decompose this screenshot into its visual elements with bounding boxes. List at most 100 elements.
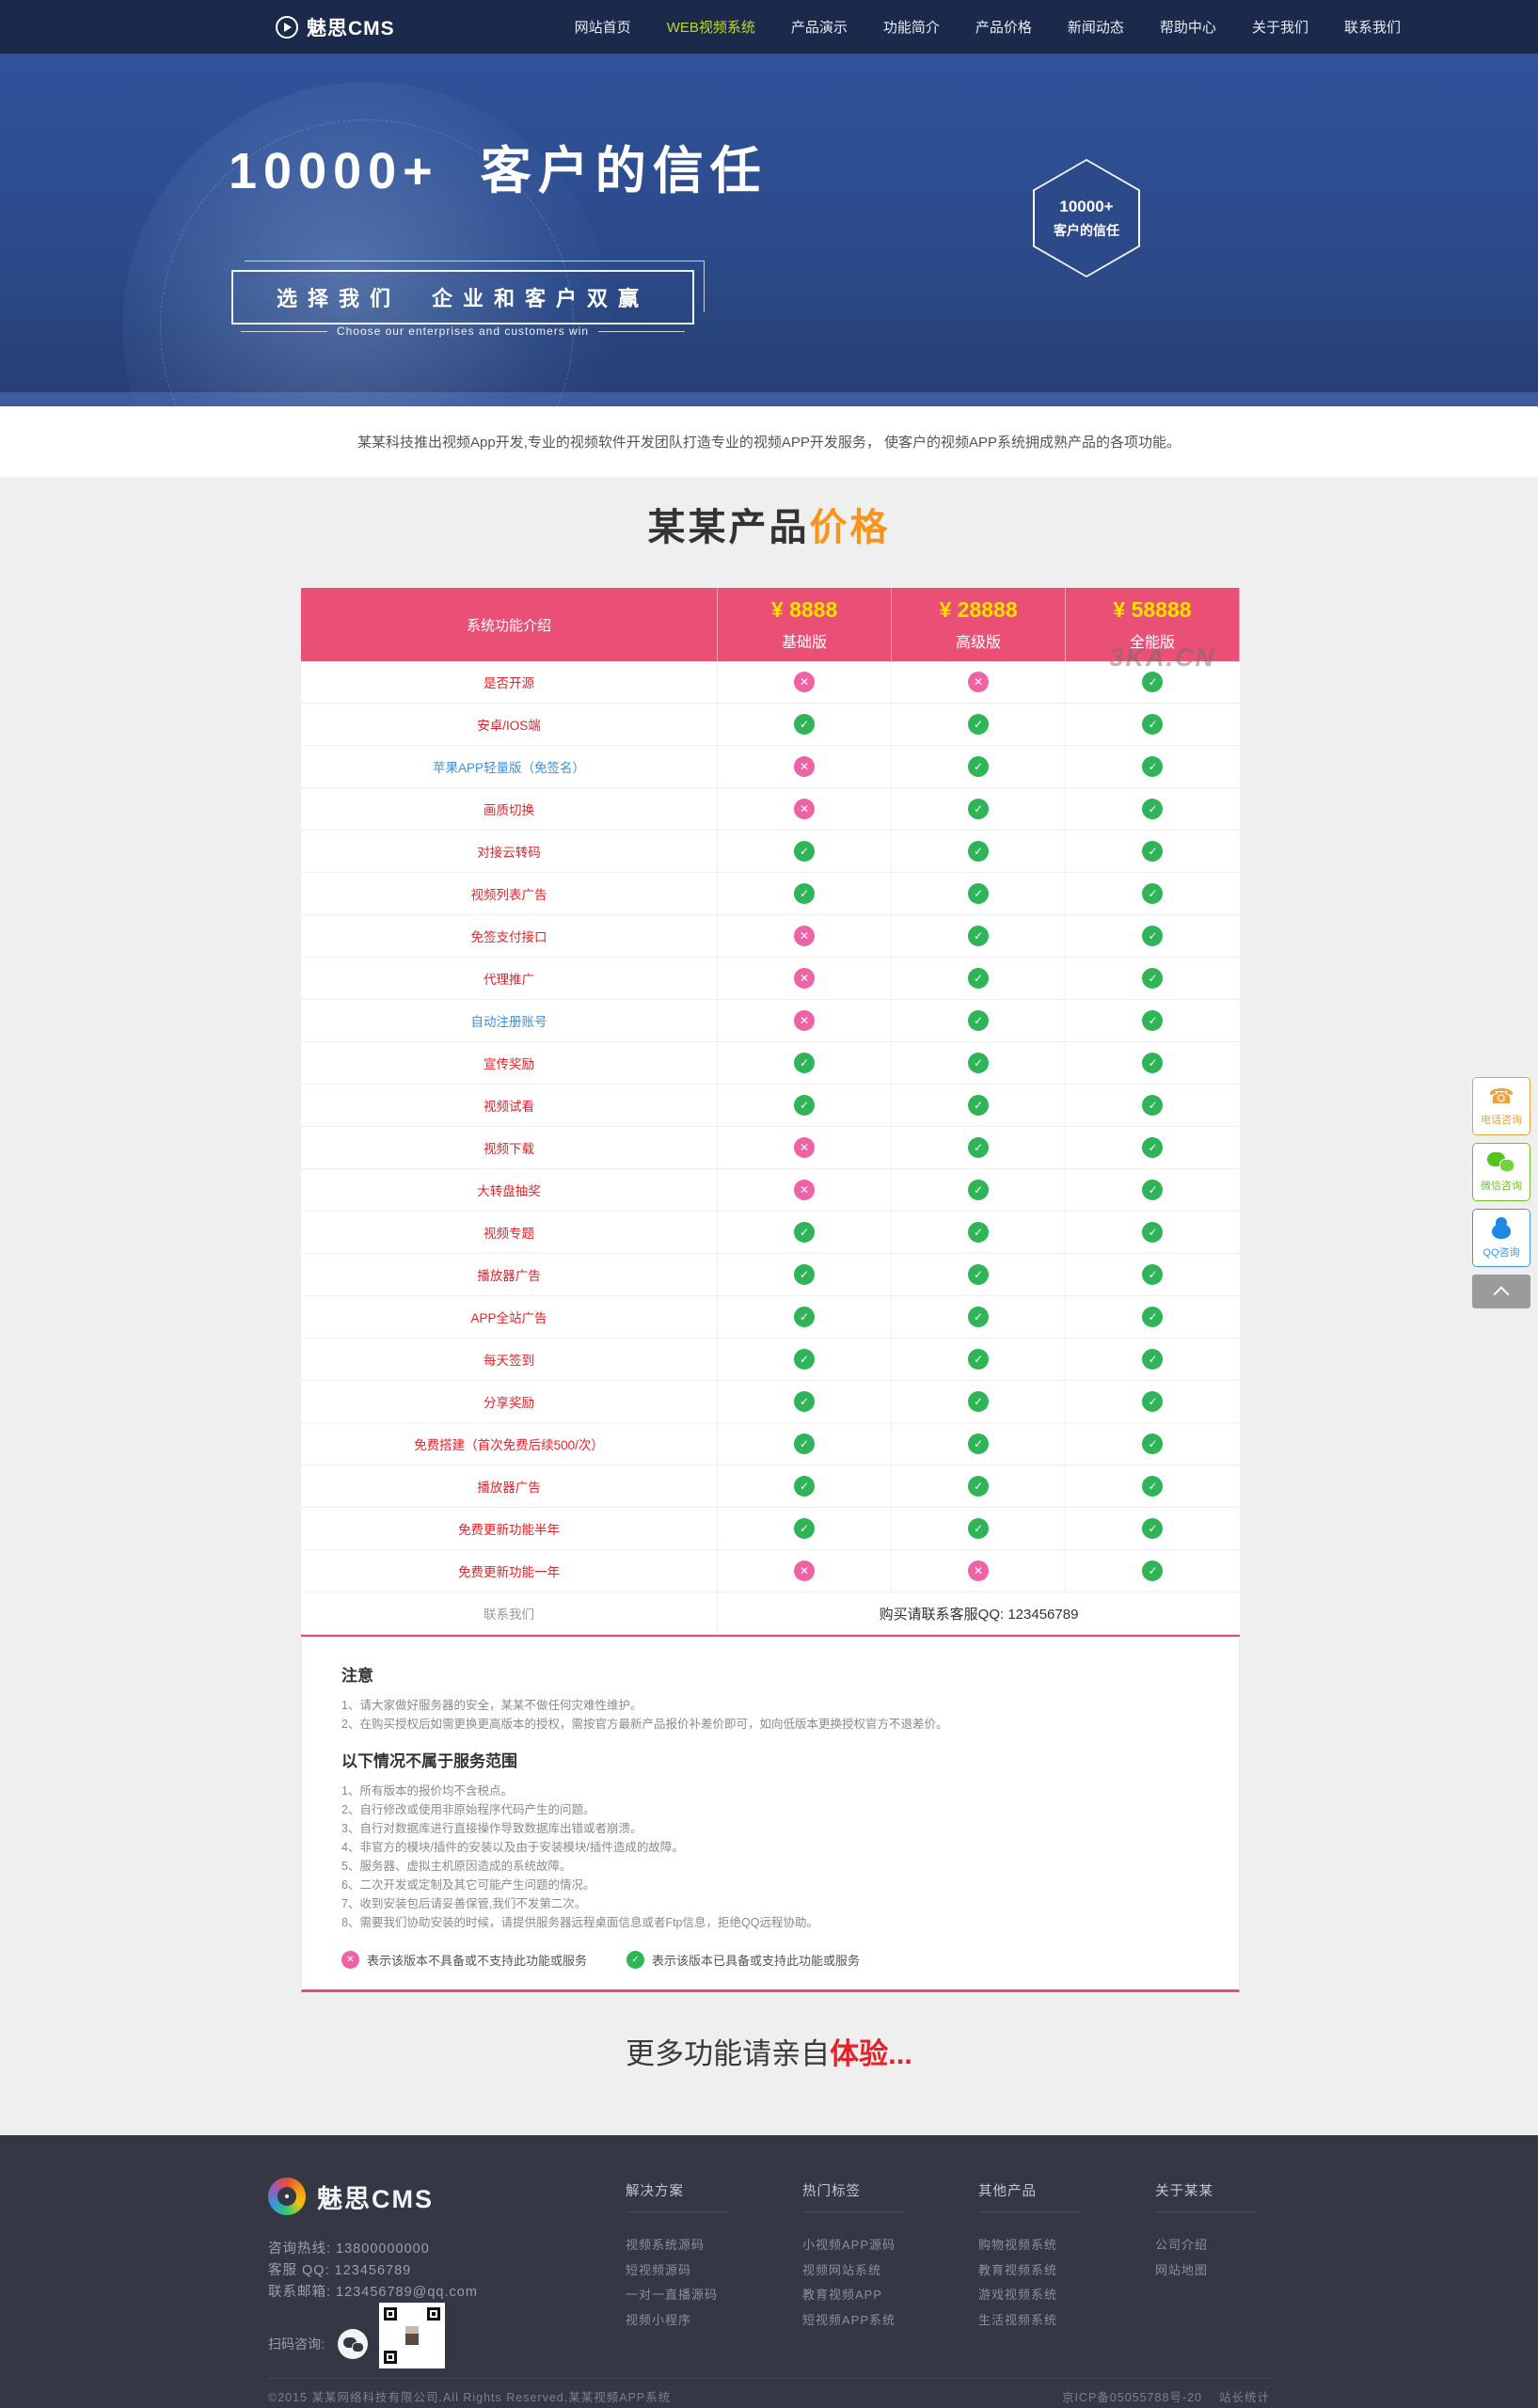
value-cell: [1066, 1339, 1240, 1380]
footer-link[interactable]: 视频小程序: [626, 2312, 692, 2327]
plan-price: ¥ 8888: [770, 597, 838, 622]
nav-item-产品演示[interactable]: 产品演示: [790, 20, 848, 36]
value-cell: [718, 1550, 893, 1592]
table-row: 免签支付接口: [301, 915, 1240, 958]
value-cell: [718, 1381, 893, 1422]
value-cell: [892, 746, 1067, 787]
cross-icon: [968, 672, 990, 692]
value-cell: [892, 661, 1067, 703]
footer-link[interactable]: 购物视频系统: [978, 2238, 1058, 2252]
table-row: 自动注册账号: [301, 1000, 1240, 1042]
value-cell: [1066, 1085, 1240, 1126]
table-row: 播放器广告: [301, 1465, 1240, 1508]
check-icon: [968, 1222, 990, 1243]
value-cell: [892, 1254, 1067, 1295]
nav-item-WEB视频系统[interactable]: WEB视频系统: [666, 20, 755, 36]
legend-yes-text: 表示该版本已具备或支持此功能或服务: [652, 1954, 861, 1968]
plan-header-cell: ¥ 28888 高级版: [892, 588, 1067, 661]
check-icon: [794, 1349, 816, 1370]
footer-logo[interactable]: 魅思CMS: [268, 2178, 434, 2215]
wechat-icon: [337, 2329, 368, 2359]
notes-title-2: 以下情况不属于服务范围: [341, 1752, 517, 1770]
value-cell: [892, 1212, 1067, 1253]
qr-code: [378, 2303, 445, 2368]
float-button-label: 微信咨询: [1481, 1180, 1522, 1192]
qq-consult-button[interactable]: QQ咨询: [1472, 1209, 1530, 1267]
table-row: 免费更新功能半年: [301, 1508, 1240, 1550]
check-icon: [794, 1434, 816, 1454]
check-icon: [1142, 1137, 1164, 1158]
nav-item-帮助中心[interactable]: 帮助中心: [1159, 20, 1216, 36]
footer-link[interactable]: 网站地图: [1155, 2262, 1209, 2277]
check-icon: [968, 799, 990, 819]
check-icon: [968, 1391, 990, 1412]
table-row: APP全站广告: [301, 1296, 1240, 1339]
value-cell: [718, 1085, 893, 1126]
value-cell: [718, 704, 893, 745]
site-logo[interactable]: 魅思CMS: [276, 13, 395, 41]
nav-item-网站首页[interactable]: 网站首页: [574, 20, 631, 36]
value-cell: [892, 1381, 1067, 1422]
check-icon: [968, 1180, 990, 1200]
contact-line: 客服 QQ: 123456789: [268, 2263, 412, 2278]
footer-link[interactable]: 视频系统源码: [626, 2238, 706, 2252]
footer-link[interactable]: 一对一直播源码: [626, 2288, 719, 2302]
site-logo-text: 魅思CMS: [307, 17, 395, 40]
back-to-top-button[interactable]: [1472, 1275, 1530, 1308]
footer-link[interactable]: 教育视频APP: [802, 2288, 883, 2302]
phone-consult-button[interactable]: ☎ 电话咨询: [1472, 1077, 1530, 1135]
feature-cell: 画质切换: [301, 788, 719, 830]
value-cell: [1066, 1508, 1240, 1549]
hero-banner: 10000+ 客户的信任 选择我们 企业和客户双赢 Choose our ent…: [0, 54, 1538, 406]
footer-link[interactable]: 生活视频系统: [978, 2312, 1058, 2327]
nav-item-产品价格[interactable]: 产品价格: [975, 20, 1032, 36]
nav-item-联系我们[interactable]: 联系我们: [1343, 20, 1401, 36]
footer-link[interactable]: 短视频源码: [626, 2262, 692, 2277]
footer-link[interactable]: 视频网站系统: [802, 2262, 882, 2277]
contact-value-cell[interactable]: 购买请联系客服QQ: 123456789: [879, 1606, 1079, 1623]
value-cell: [1066, 958, 1240, 999]
footer-column-title: 其他产品: [978, 2180, 1080, 2212]
feature-cell: 苹果APP轻量版（免签名）: [301, 746, 719, 787]
note-item: 2、自行修改或使用非原始程序代码产生的问题。: [341, 1803, 595, 1816]
cross-icon: [794, 968, 816, 989]
value-cell: [892, 788, 1067, 830]
table-row: 代理推广: [301, 958, 1240, 1000]
nav-item-功能简介[interactable]: 功能简介: [882, 20, 940, 36]
footer-link[interactable]: 教育视频系统: [978, 2262, 1058, 2277]
footer-link[interactable]: 游戏视频系统: [978, 2288, 1058, 2302]
wechat-consult-button[interactable]: 微信咨询: [1472, 1143, 1530, 1201]
badge-line2: 客户的信任: [1054, 222, 1119, 238]
check-icon: [794, 1222, 816, 1243]
float-button-label: QQ咨询: [1483, 1246, 1520, 1259]
icp-text[interactable]: 京ICP备05055788号-20: [1061, 2391, 1202, 2404]
feature-cell: 免费搭建（首次免费后续500/次）: [301, 1423, 719, 1465]
value-cell: [1066, 1169, 1240, 1211]
section-title: 某某产品价格: [0, 497, 1538, 551]
nav-item-新闻动态[interactable]: 新闻动态: [1067, 20, 1124, 36]
value-cell: [892, 1085, 1067, 1126]
value-cell: [1066, 1381, 1240, 1422]
footer-link[interactable]: 公司介绍: [1155, 2238, 1209, 2252]
footer-link[interactable]: 小视频APP源码: [802, 2238, 896, 2252]
stats-link[interactable]: 站长统计: [1218, 2391, 1270, 2404]
table-row: 分享奖励: [301, 1381, 1240, 1423]
table-row: 免费搭建（首次免费后续500/次）: [301, 1423, 1240, 1465]
value-cell: [718, 1169, 893, 1211]
feature-cell: 视频专题: [301, 1212, 719, 1253]
notes-list-2: 1、所有版本的报价均不含税点。 2、自行修改或使用非原始程序代码产生的问题。 3、自…: [341, 1782, 1199, 1932]
check-icon: [1142, 968, 1164, 989]
footer-link[interactable]: 短视频APP系统: [802, 2312, 896, 2327]
value-cell: [1066, 661, 1240, 703]
value-cell: [1066, 1212, 1240, 1253]
nav-item-关于我们[interactable]: 关于我们: [1251, 20, 1308, 36]
legend-row: 表示该版本不具备或不支持此功能或服务 表示该版本已具备或支持此功能或服务: [341, 1951, 1199, 1969]
feature-cell: 视频列表广告: [301, 873, 719, 914]
footer-logo-icon: [268, 2178, 306, 2215]
feature-cell: 代理推广: [301, 958, 719, 999]
value-cell: [892, 1000, 1067, 1041]
table-row: 安卓/IOS端: [301, 704, 1240, 746]
value-cell: [892, 1339, 1067, 1380]
footer-link-list: 视频系统源码 短视频源码一对一直播源码 视频小程序: [626, 2233, 727, 2333]
table-row: 是否开源: [301, 661, 1240, 704]
